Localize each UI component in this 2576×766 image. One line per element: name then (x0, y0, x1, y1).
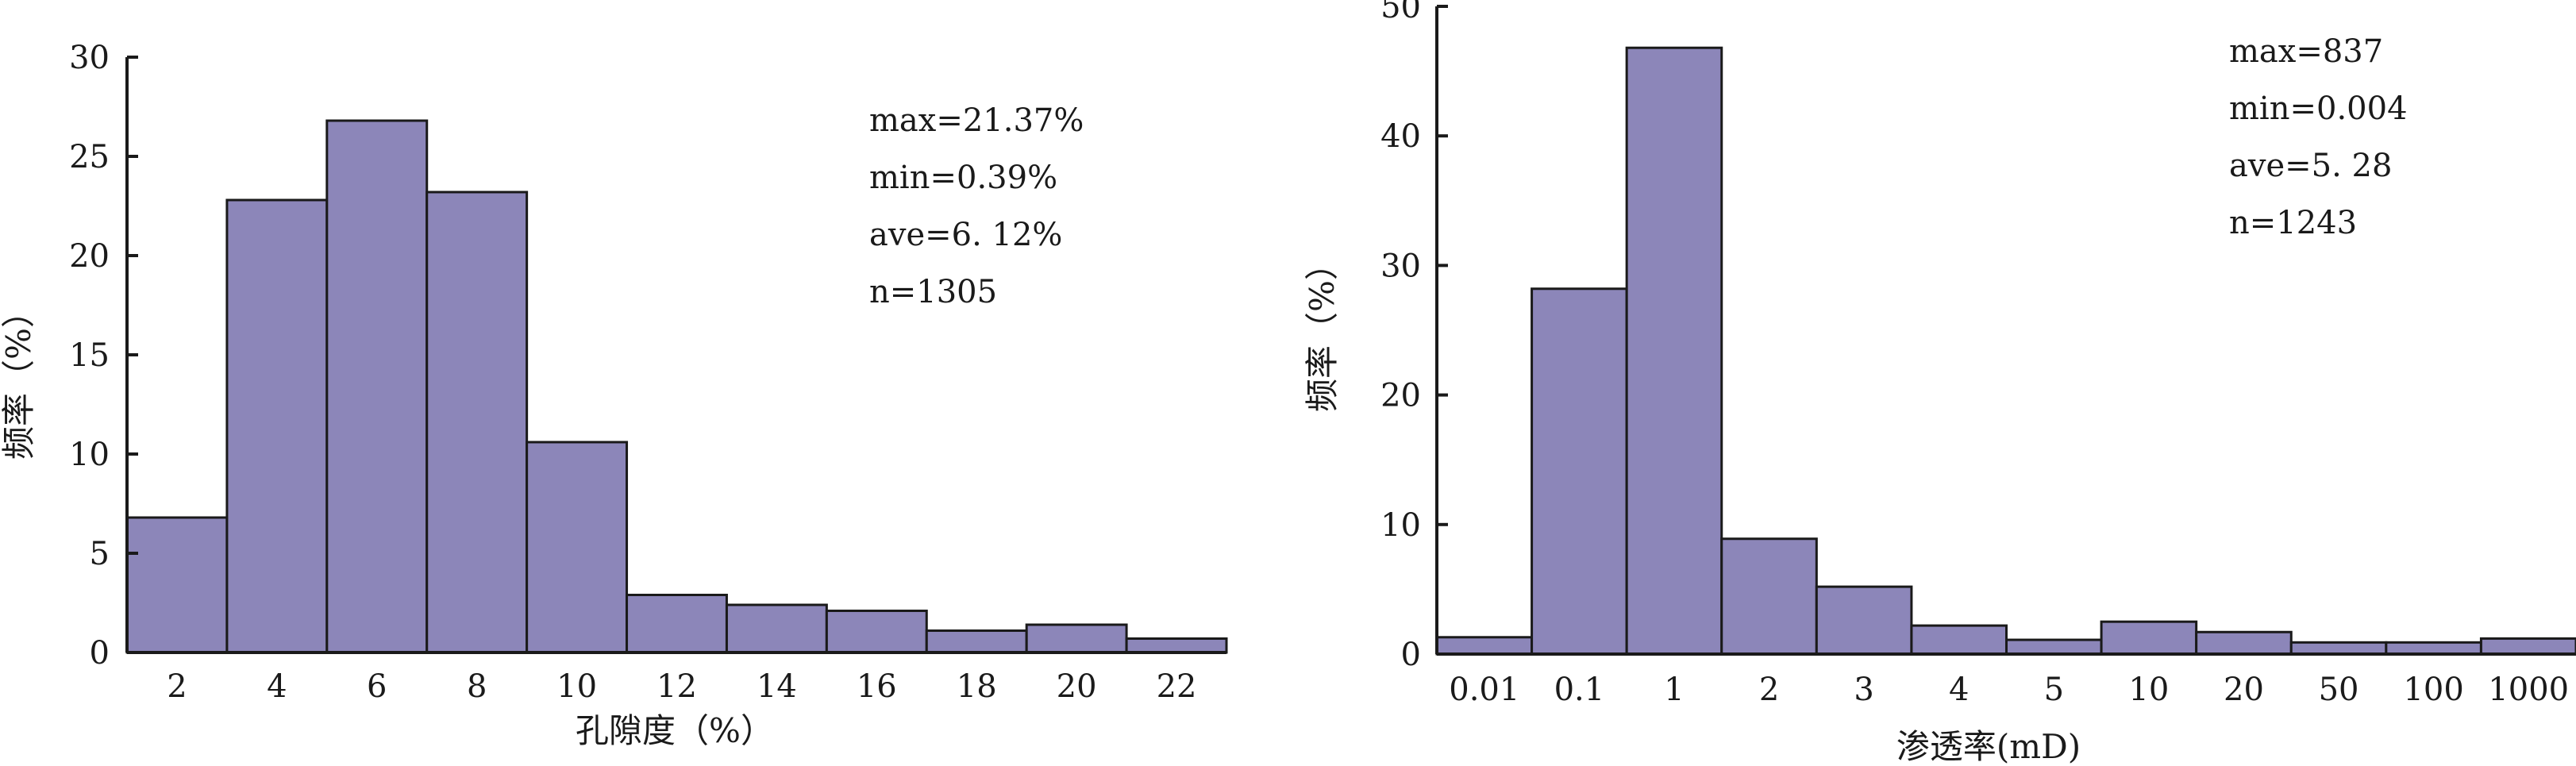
y-tick-label: 30 (69, 40, 110, 76)
stat-annotation: n=1243 (2229, 205, 2357, 241)
x-tick-label: 4 (267, 668, 287, 705)
y-tick-label: 5 (90, 536, 110, 572)
bar-16 (825, 610, 928, 654)
x-tick-label: 10 (556, 668, 597, 705)
bar-22 (1125, 637, 1228, 654)
y-tick-label: 20 (1380, 378, 1421, 414)
bar-1000 (2479, 637, 2576, 656)
bar-100 (2385, 641, 2482, 656)
y-tick-label: 15 (69, 337, 110, 374)
x-tick-label: 5 (2044, 672, 2064, 708)
x-tick-label: 3 (1854, 672, 1873, 708)
stat-annotation: n=1305 (869, 274, 997, 310)
bar-4 (225, 198, 329, 654)
y-tick-label: 25 (69, 139, 110, 175)
x-tick-label: 20 (1057, 668, 1097, 705)
x-tick-label: 6 (367, 668, 387, 705)
x-tick-label: 18 (957, 668, 997, 705)
x-tick-label: 100 (2403, 672, 2463, 708)
bar-2 (1720, 537, 1818, 656)
y-tick-label: 10 (1380, 507, 1421, 544)
stat-annotation: max=837 (2229, 33, 2383, 70)
y-tick-label: 30 (1380, 248, 1421, 284)
bar-20 (1025, 623, 1128, 654)
stat-annotation: min=0.39% (869, 160, 1057, 196)
bar-1 (1625, 46, 1723, 656)
x-tick-label: 0.01 (1449, 672, 1519, 708)
y-tick-label: 40 (1380, 118, 1421, 155)
bar-12 (626, 594, 728, 654)
y-tick-label: 0 (1401, 637, 1421, 673)
y-tick-label: 0 (90, 635, 110, 672)
bar-2 (125, 516, 229, 654)
bar-0.01 (1435, 636, 1534, 656)
y-tick-label: 10 (69, 437, 110, 473)
x-axis-title: 孔隙度（%） (576, 711, 774, 750)
x-tick-label: 22 (1157, 668, 1197, 705)
stat-annotation: max=21.37% (869, 102, 1084, 139)
x-axis-title: 渗透率(mD) (1896, 727, 2081, 766)
bar-10 (526, 441, 629, 654)
bar-6 (325, 119, 429, 654)
y-axis-title: 频率（%） (1303, 247, 1342, 412)
permeability-histogram: 0 10 20 30 40 50 0.01 0.1 1 2 3 4 5 10 20 50 100 1000 渗透率(… (1303, 0, 2576, 766)
x-tick-label: 12 (657, 668, 697, 705)
x-tick-label: 16 (857, 668, 897, 705)
x-tick-label: 2 (1759, 672, 1779, 708)
x-tick-label: 2 (167, 668, 187, 705)
bar-3 (1815, 585, 1913, 656)
bar-18 (925, 629, 1028, 654)
y-tick-label: 20 (69, 238, 110, 275)
bar-10 (2100, 620, 2198, 656)
x-tick-label: 1 (1664, 672, 1684, 708)
x-tick-label: 50 (2319, 672, 2359, 708)
bar-4 (1910, 624, 2008, 656)
bar-5 (2005, 638, 2103, 656)
y-tick-label: 50 (1380, 0, 1421, 25)
x-tick-label: 10 (2128, 672, 2169, 708)
x-tick-label: 4 (1949, 672, 1969, 708)
stat-annotation: ave=5. 28 (2229, 148, 2392, 184)
x-tick-label: 0.1 (1554, 672, 1605, 708)
x-tick-label: 20 (2224, 672, 2264, 708)
bar-20 (2195, 630, 2293, 656)
bar-8 (425, 191, 529, 654)
bar-50 (2289, 641, 2388, 656)
porosity-histogram: 0 5 10 15 20 25 30 2 4 6 8 10 12 14 16 18 20 22 孔隙度（%） 频率（%… (0, 40, 1228, 750)
bar-14 (725, 603, 828, 654)
stat-annotation: min=0.004 (2229, 90, 2408, 127)
bar-0.1 (1531, 287, 1628, 656)
y-axis-title: 频率（%） (0, 294, 38, 460)
x-tick-label: 8 (467, 668, 487, 705)
x-tick-label: 14 (757, 668, 797, 705)
stat-annotation: ave=6. 12% (869, 217, 1062, 253)
x-tick-label: 1000 (2488, 672, 2569, 708)
